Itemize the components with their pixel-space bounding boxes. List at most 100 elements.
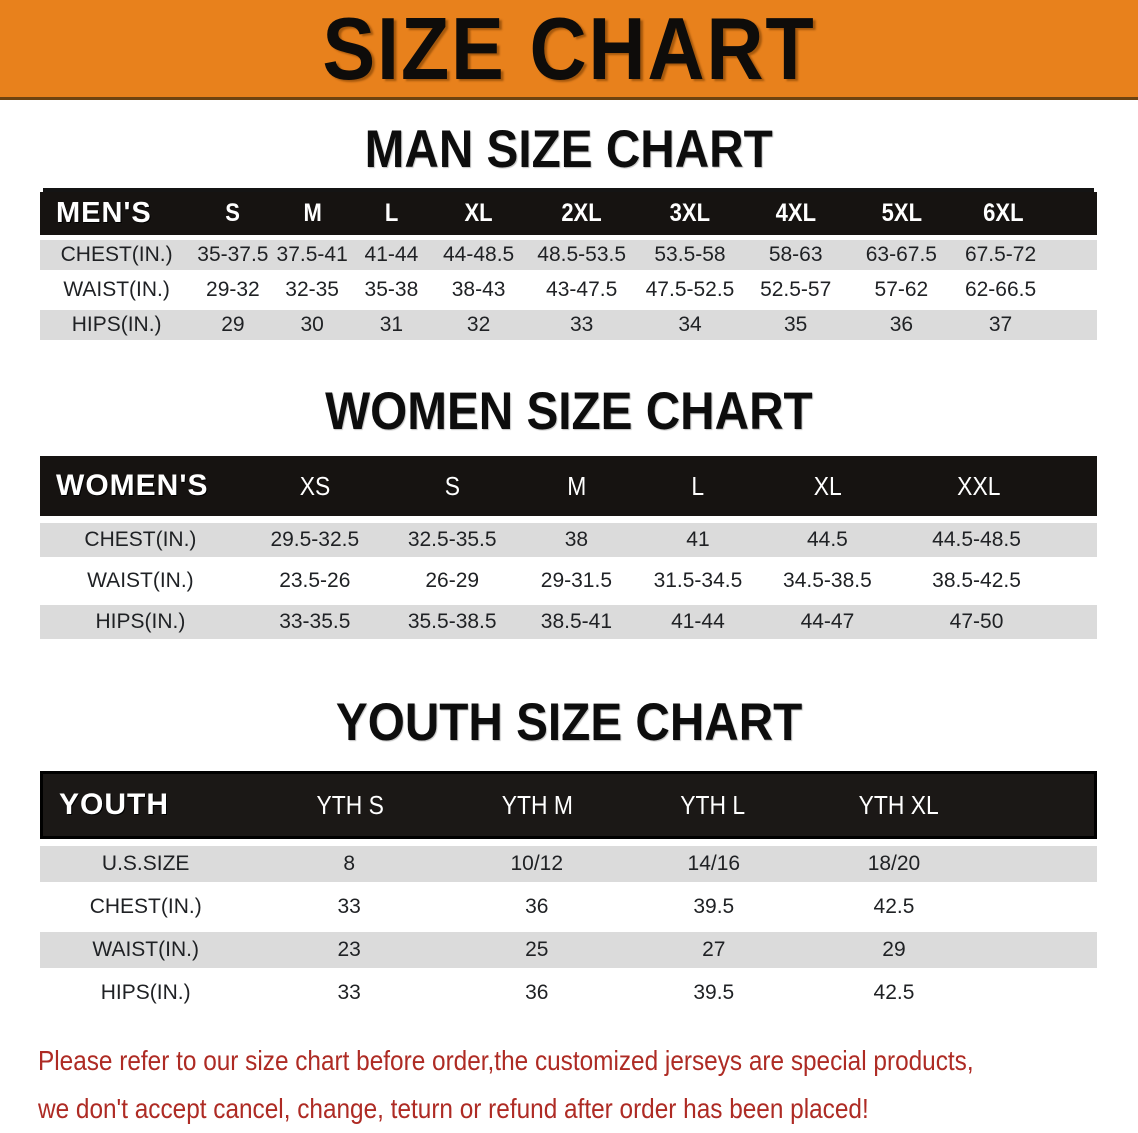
measurement-row: WAIST(IN.) 23.5-26 26-29 29-31.5 31.5-34.5 34… xyxy=(40,564,1097,598)
order-disclaimer: Please refer to our size chart before or… xyxy=(0,1037,1138,1133)
measurement-value: 10/12 xyxy=(510,852,564,875)
measurement-value: 34.5-38.5 xyxy=(783,569,872,592)
measurement-row-label: HIPS(IN.) xyxy=(95,610,186,633)
table-group-label: WOMEN'S xyxy=(56,469,209,502)
size-column-header: M xyxy=(566,470,586,501)
measurement-value: 58-63 xyxy=(768,243,823,266)
size-column-header: YTH S xyxy=(316,789,385,820)
measurement-value: 41-44 xyxy=(671,610,725,633)
measurement-row-label: HIPS(IN.) xyxy=(100,981,191,1004)
measurement-row: WAIST(IN.) 23 25 27 29 xyxy=(40,932,1097,968)
men-section-title-text: MAN SIZE CHART xyxy=(364,120,774,179)
youth-section-title: YOUTH SIZE CHART xyxy=(0,695,1138,751)
measurement-row: WAIST(IN.) 29-32 32-35 35-38 38-43 43-47.5 47.… xyxy=(40,275,1097,305)
measurement-value: 33 xyxy=(337,895,361,918)
measurement-value: 33 xyxy=(569,313,594,336)
size-column-header: L xyxy=(384,199,399,227)
measurement-value: 32.5-35.5 xyxy=(407,528,497,551)
measurement-value: 39.5 xyxy=(693,981,735,1004)
measurement-value: 44.5 xyxy=(806,528,848,551)
measurement-value: 41 xyxy=(686,528,710,551)
size-column-header: S xyxy=(225,199,241,227)
measurement-row: HIPS(IN.) 33-35.5 35.5-38.5 38.5-41 41-44 44-… xyxy=(40,605,1097,639)
measurement-row-label: WAIST(IN.) xyxy=(92,938,199,961)
measurement-value: 23 xyxy=(337,938,361,961)
size-column-header: XL xyxy=(813,470,842,501)
measurement-row: U.S.SIZE 8 10/12 14/16 18/20 xyxy=(40,846,1097,882)
women-size-table: WOMEN'S XS S M L XL XXL CHEST(IN.) 29.5-32.5 32.5… xyxy=(40,456,1097,639)
table-header-bar: WOMEN'S XS S M L XL XXL xyxy=(40,456,1097,516)
disclaimer-line-1: Please refer to our size chart before or… xyxy=(38,1045,974,1076)
measurement-value: 29-32 xyxy=(206,278,260,301)
measurement-value: 23.5-26 xyxy=(279,569,351,592)
size-column-header: 3XL xyxy=(669,199,711,227)
measurement-value: 44-48.5 xyxy=(442,243,515,266)
measurement-value: 48.5-53.5 xyxy=(537,243,627,266)
size-column-header: 2XL xyxy=(561,199,602,227)
measurement-value: 42.5 xyxy=(873,895,915,918)
measurement-value: 37.5-41 xyxy=(276,243,348,266)
measurement-value: 44-47 xyxy=(800,610,855,633)
measurement-row-label: WAIST(IN.) xyxy=(87,569,194,592)
men-size-table: MEN'S S M L XL 2XL 3XL 4XL 5XL 6XL CHEST(IN.) 35-37… xyxy=(40,192,1097,340)
banner-title: SIZE CHART xyxy=(322,0,816,98)
measurement-value: 38 xyxy=(564,528,589,551)
measurement-value: 52.5-57 xyxy=(760,278,832,301)
measurement-row-label: WAIST(IN.) xyxy=(63,278,170,301)
size-column-header: 5XL xyxy=(881,199,922,227)
table-header-bar: YOUTH YTH S YTH M YTH L YTH XL xyxy=(40,771,1097,839)
youth-size-table: YOUTH YTH S YTH M YTH L YTH XL U.S.SIZE 8 10/12… xyxy=(40,771,1097,1011)
size-column-header: YTH XL xyxy=(858,789,939,820)
measurement-row: HIPS(IN.) 29 30 31 32 33 34 35 36 37 xyxy=(40,310,1097,340)
measurement-value: 44.5-48.5 xyxy=(932,528,1021,551)
size-column-header: 6XL xyxy=(983,199,1024,227)
measurement-value: 38.5-41 xyxy=(540,610,613,633)
measurement-row: CHEST(IN.) 33 36 39.5 42.5 xyxy=(40,889,1097,925)
measurement-value: 29.5-32.5 xyxy=(270,528,360,551)
measurement-value: 32-35 xyxy=(285,278,339,301)
size-column-header: XS xyxy=(299,470,331,501)
measurement-value: 67.5-72 xyxy=(964,243,1037,266)
disclaimer-line-2: we don't accept cancel, change, teturn o… xyxy=(38,1093,869,1124)
measurement-value: 38.5-42.5 xyxy=(932,569,1021,592)
measurement-value: 35.5-38.5 xyxy=(407,610,497,633)
measurement-value: 32 xyxy=(466,313,491,336)
measurement-value: 53.5-58 xyxy=(654,243,726,266)
size-column-header: M xyxy=(302,199,322,227)
men-section-title: MAN SIZE CHART xyxy=(0,122,1138,178)
measurement-value: 8 xyxy=(343,852,355,875)
measurement-value: 25 xyxy=(525,938,549,961)
measurement-value: 36 xyxy=(889,313,914,336)
measurement-value: 27 xyxy=(702,938,726,961)
measurement-value: 57-62 xyxy=(874,278,929,301)
size-column-header: L xyxy=(691,470,705,501)
measurement-value: 35-37.5 xyxy=(197,243,269,266)
size-column-header: S xyxy=(444,470,460,501)
measurement-value: 31 xyxy=(379,313,404,336)
measurement-row-label: HIPS(IN.) xyxy=(71,313,162,336)
measurement-value: 41-44 xyxy=(364,243,419,266)
measurement-row: CHEST(IN.) 29.5-32.5 32.5-35.5 38 41 44.5 44.5… xyxy=(40,523,1097,557)
measurement-value: 18/20 xyxy=(867,852,921,875)
table-group-label: YOUTH xyxy=(59,788,169,821)
size-column-header: YTH M xyxy=(501,789,573,820)
measurement-value: 30 xyxy=(300,313,324,336)
measurement-value: 14/16 xyxy=(687,852,741,875)
size-column-header: XXL xyxy=(957,470,1001,501)
measurement-value: 35 xyxy=(784,313,808,336)
measurement-value: 36 xyxy=(525,895,549,918)
measurement-value: 29 xyxy=(882,938,906,961)
measurement-value: 37 xyxy=(988,313,1013,336)
measurement-row-label: U.S.SIZE xyxy=(101,852,190,875)
measurement-value: 39.5 xyxy=(693,895,735,918)
measurement-value: 31.5-34.5 xyxy=(653,569,743,592)
measurement-value: 42.5 xyxy=(873,981,915,1004)
measurement-row-label: CHEST(IN.) xyxy=(89,895,202,918)
measurement-value: 36 xyxy=(525,981,549,1004)
measurement-row-label: CHEST(IN.) xyxy=(84,528,197,551)
measurement-value: 35-38 xyxy=(364,278,419,301)
table-group-label: MEN'S xyxy=(56,197,152,229)
size-column-header: XL xyxy=(464,199,493,227)
table-header-bar: MEN'S S M L XL 2XL 3XL 4XL 5XL 6XL xyxy=(40,192,1097,235)
measurement-value: 29-31.5 xyxy=(540,569,613,592)
